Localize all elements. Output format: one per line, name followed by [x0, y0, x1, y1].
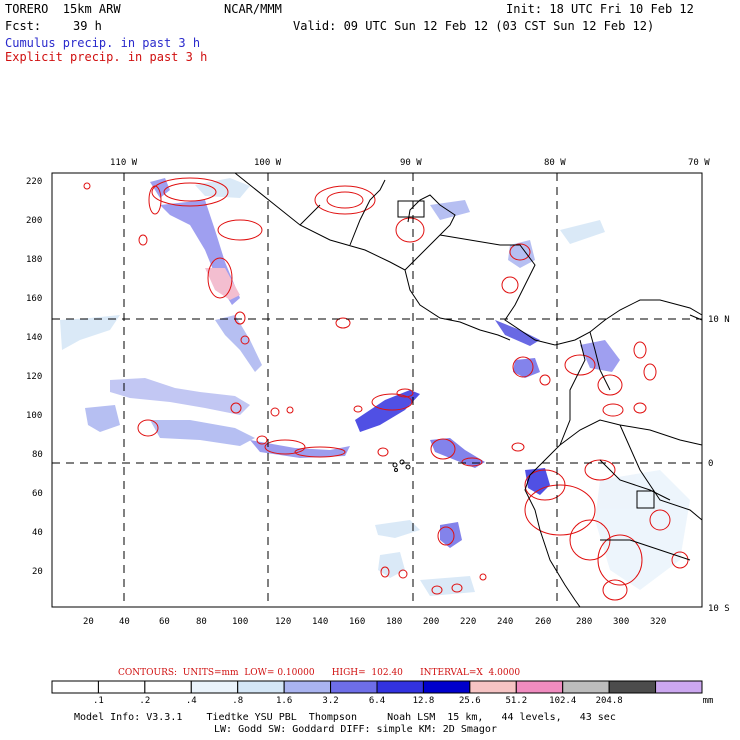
y-tick: 160 [26, 294, 42, 304]
lon-label-70w: 70 W [688, 158, 710, 168]
colorbar-cell [190, 680, 239, 694]
lat-label-10n: 10 N [708, 315, 730, 325]
y-tick: 60 [32, 489, 43, 499]
x-tick: 140 [312, 617, 328, 627]
x-tick: 280 [576, 617, 592, 627]
colorbar-cell [51, 680, 99, 694]
contours-info: CONTOURS: UNITS=mm LOW= 0.10000 HIGH= 10… [118, 668, 521, 678]
colorbar-label: .4 [185, 696, 197, 706]
x-tick: 120 [275, 617, 291, 627]
x-tick: 220 [460, 617, 476, 627]
colorbar-label: 51.2 [505, 696, 528, 706]
model-info-line2: LW: Godd SW: Goddard DIFF: simple KM: 2D… [214, 724, 497, 735]
y-tick: 140 [26, 333, 42, 343]
colorbar-label: .1 [93, 696, 104, 706]
x-tick: 180 [386, 617, 402, 627]
colorbar-label: 1.6 [276, 696, 293, 706]
lon-label-110w: 110 W [110, 158, 138, 168]
colorbar-unit: mm [702, 696, 714, 706]
colorbar-label: .2 [139, 696, 151, 706]
forecast-hours: 39 h [73, 19, 102, 33]
colorbar-label: 204.8 [595, 696, 623, 706]
colorbar-cell [655, 680, 703, 694]
cumulus-legend: Cumulus precip. in past 3 h [5, 36, 201, 50]
colorbar-cell [376, 680, 424, 694]
y-tick: 180 [26, 255, 42, 265]
lon-label-100w: 100 W [254, 158, 282, 168]
colorbar-cell [283, 680, 332, 694]
colorbar-label: 25.6 [459, 696, 481, 706]
init-time: Init: 18 UTC Fri 10 Feb 12 [506, 2, 694, 16]
colorbar-label: 3.2 [322, 696, 339, 706]
colorbar-label: 12.8 [412, 696, 435, 706]
x-tick: 300 [613, 617, 629, 627]
x-tick: 60 [159, 617, 170, 627]
coastline [234, 172, 703, 608]
model-info-line1: Model Info: V3.3.1 Tiedtke YSU PBL Thomp… [74, 712, 616, 723]
lon-label-90w: 90 W [400, 158, 422, 168]
x-tick: 260 [535, 617, 551, 627]
organization-label: NCAR/MMM [224, 2, 282, 16]
lon-label-80w: 80 W [544, 158, 566, 168]
x-tick: 160 [349, 617, 365, 627]
y-axis-ticks: 220 200 180 160 140 120 100 80 60 40 20 [26, 177, 43, 577]
x-axis-ticks: 20 40 60 80 100 120 140 160 180 200 220 … [83, 617, 666, 627]
lat-label-0: 0 [708, 459, 713, 469]
explicit-legend: Explicit precip. in past 3 h [5, 50, 208, 64]
y-tick: 80 [32, 450, 43, 460]
colorbar-label: 6.4 [368, 696, 386, 706]
latitude-labels: 10 N 0 10 S [708, 315, 730, 614]
colorbar-cell [515, 680, 564, 694]
y-tick: 20 [32, 567, 43, 577]
colorbar-cell [237, 680, 285, 694]
y-tick: 200 [26, 216, 42, 226]
y-tick: 120 [26, 372, 42, 382]
y-tick: 100 [26, 411, 42, 421]
y-tick: 40 [32, 528, 43, 538]
model-title: TORERO 15km ARW [5, 2, 121, 16]
x-tick: 80 [196, 617, 207, 627]
x-tick: 200 [423, 617, 439, 627]
colorbar-cell [97, 680, 146, 694]
lat-lon-grid [52, 173, 702, 607]
colorbar [51, 680, 703, 694]
colorbar-cell [144, 680, 192, 694]
colorbar-label: .8 [232, 696, 244, 706]
colorbar-cell [422, 680, 471, 694]
x-tick: 40 [119, 617, 130, 627]
valid-time: Valid: 09 UTC Sun 12 Feb 12 (03 CST Sun … [293, 19, 655, 33]
explicit-precip-contours [83, 177, 689, 601]
x-tick: 240 [497, 617, 513, 627]
colorbar-label: 102.4 [549, 696, 577, 706]
x-tick: 100 [232, 617, 248, 627]
colorbar-cell [562, 680, 610, 694]
colorbar-cell [330, 680, 378, 694]
forecast-label: Fcst: [5, 19, 42, 33]
lat-label-10s: 10 S [708, 604, 730, 614]
cumulus-precip-shading [60, 178, 690, 596]
colorbar-cell [469, 680, 517, 694]
x-tick: 320 [650, 617, 666, 627]
y-tick: 220 [26, 177, 42, 187]
colorbar-cell [608, 680, 657, 694]
longitude-labels: 110 W 100 W 90 W 80 W 70 W [110, 158, 710, 168]
x-tick: 20 [83, 617, 94, 627]
